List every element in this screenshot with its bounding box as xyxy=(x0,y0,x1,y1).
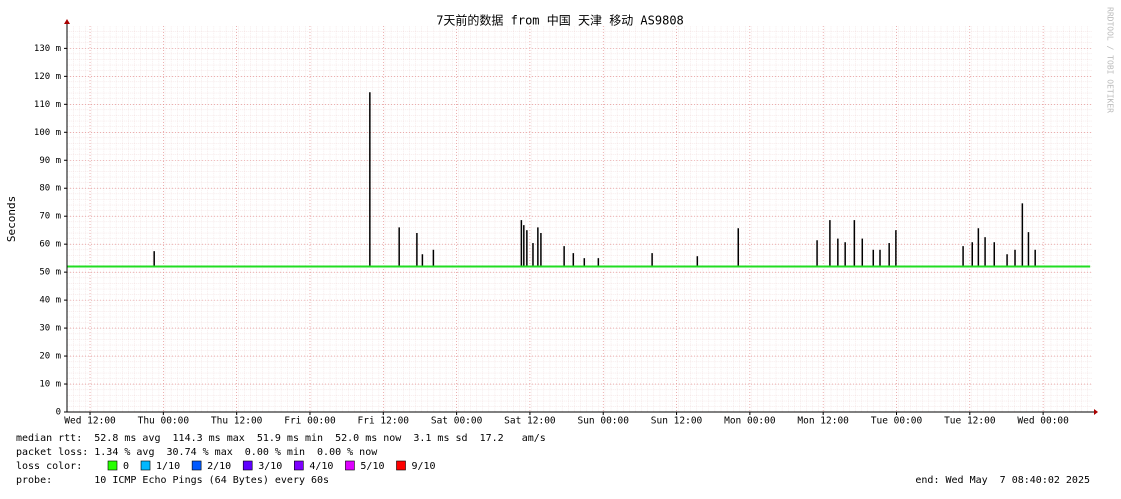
loss-swatch xyxy=(191,460,202,471)
loss-swatch xyxy=(396,460,406,471)
x-tick-label: Sun 00:00 xyxy=(577,416,629,427)
x-tick-label: Mon 00:00 xyxy=(724,416,776,427)
x-tick-label: Sat 00:00 xyxy=(431,416,483,427)
x-tick-label: Mon 12:00 xyxy=(797,416,849,427)
y-tick-label: 70 m xyxy=(39,212,61,222)
end-time: end: Wed May 7 08:40:02 2025 xyxy=(915,475,1090,486)
x-tick-label: Tue 00:00 xyxy=(871,416,923,427)
stats-line: median rtt: 52.8 ms avg 114.3 ms max 51.… xyxy=(16,433,546,444)
y-tick-label: 120 m xyxy=(34,72,61,82)
loss-legend-label: 3/10 xyxy=(258,461,282,472)
loss-legend-label: 9/10 xyxy=(412,461,436,472)
x-tick-label: Fri 00:00 xyxy=(284,416,336,427)
loss-legend: 0 1/10 2/10 3/10 4/10 5/10 9/10 xyxy=(107,460,436,472)
x-tick-label: Sat 12:00 xyxy=(504,416,556,427)
y-tick-label: 30 m xyxy=(39,324,61,334)
y-tick-label: 130 m xyxy=(34,44,61,54)
y-tick-label: 110 m xyxy=(34,100,61,110)
y-tick-label: 40 m xyxy=(39,296,61,306)
loss-legend-label: 0 xyxy=(123,461,129,472)
x-tick-label: Tue 12:00 xyxy=(944,416,996,427)
chart-title: 7天前的数据 from 中国 天津 移动 AS9808 xyxy=(436,13,684,28)
loss-color-label: loss color: xyxy=(16,461,82,472)
x-tick-label: Thu 12:00 xyxy=(211,416,263,427)
loss-legend-label: 4/10 xyxy=(309,461,333,472)
y-tick-label: 50 m xyxy=(39,268,61,278)
y-tick-label: 10 m xyxy=(39,380,61,390)
x-tick-label: Wed 00:00 xyxy=(1017,416,1069,427)
x-arrow xyxy=(1094,409,1098,415)
y-tick-label: 100 m xyxy=(34,128,61,138)
loss-swatch xyxy=(140,460,151,471)
loss-swatch xyxy=(107,460,118,471)
loss-swatch xyxy=(345,460,355,471)
loss-legend-label: 2/10 xyxy=(207,461,231,472)
y-axis-label: Seconds xyxy=(5,196,18,242)
y-tick-label: 60 m xyxy=(39,240,61,250)
side-note: RRDTOOL / TOBI OETIKER xyxy=(1106,7,1115,113)
y-tick-label: 20 m xyxy=(39,352,61,362)
x-tick-label: Fri 12:00 xyxy=(358,416,410,427)
loss-swatch xyxy=(294,460,304,471)
probe: probe: 10 ICMP Echo Pings (64 Bytes) eve… xyxy=(16,475,329,486)
x-tick-label: Wed 12:00 xyxy=(64,416,116,427)
x-tick-label: Sun 12:00 xyxy=(651,416,703,427)
loss-swatch xyxy=(242,460,253,471)
stats-line: packet loss: 1.34 % avg 30.74 % max 0.00… xyxy=(16,447,378,458)
loss-legend-label: 5/10 xyxy=(360,461,384,472)
loss-legend-label: 1/10 xyxy=(156,461,180,472)
y-tick-label: 0 xyxy=(56,408,61,418)
minor-grid xyxy=(67,26,1092,412)
y-tick-label: 80 m xyxy=(39,184,61,194)
y-arrow xyxy=(64,19,70,24)
axes xyxy=(64,19,1098,415)
x-tick-label: Thu 00:00 xyxy=(138,416,190,427)
plot xyxy=(67,26,1092,413)
y-tick-label: 90 m xyxy=(39,156,61,166)
